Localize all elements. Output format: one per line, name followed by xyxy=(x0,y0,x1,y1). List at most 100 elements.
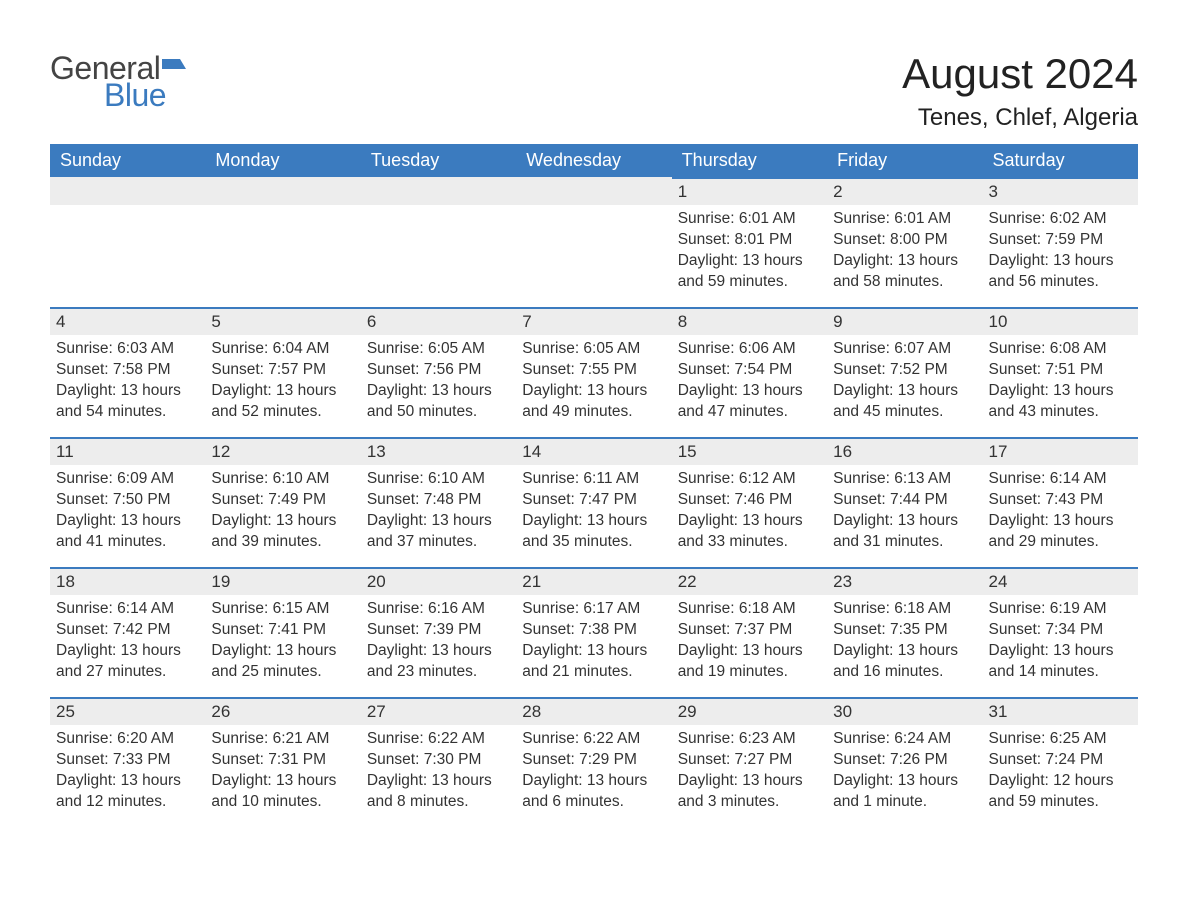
calendar-cell: 4 Sunrise: 6:03 AMSunset: 7:58 PMDaylight… xyxy=(50,307,205,437)
weekday-header: Wednesday xyxy=(516,144,671,177)
calendar-cell: 12Sunrise: 6:10 AMSunset: 7:49 PMDayligh… xyxy=(205,437,360,567)
weekday-header: Saturday xyxy=(983,144,1138,177)
day-info: Sunrise: 6:07 AMSunset: 7:52 PMDaylight:… xyxy=(833,339,976,423)
calendar-cell: 16 Sunrise: 6:13 AMSunset: 7:44 PMDayligh… xyxy=(827,437,982,567)
day-info: Sunrise: 6:01 AMSunset: 8:01 PMDaylight:… xyxy=(678,209,821,293)
day-info: Sunrise: 6:23 AMSunset: 7:27 PMDaylight:… xyxy=(678,729,821,813)
day-number: 29 xyxy=(672,697,827,725)
calendar-cell: 24 Sunrise: 6:19 AMSunset: 7:34 PMDayligh… xyxy=(983,567,1138,697)
day-info: Sunrise: 6:04 AMSunset: 7:57 PMDaylight:… xyxy=(211,339,354,423)
day-number: 25 xyxy=(50,697,205,725)
calendar-cell: 27 Sunrise: 6:22 AMSunset: 7:30 PMDayligh… xyxy=(361,697,516,827)
calendar-row: 11 Sunrise: 6:09 AMSunset: 7:50 PMDayligh… xyxy=(50,437,1138,567)
calendar-cell: 14Sunrise: 6:11 AMSunset: 7:47 PMDayligh… xyxy=(516,437,671,567)
calendar-cell: 25 Sunrise: 6:20 AMSunset: 7:33 PMDayligh… xyxy=(50,697,205,827)
day-info: Sunrise: 6:14 AMSunset: 7:42 PMDaylight:… xyxy=(56,599,199,683)
calendar-cell: 19 Sunrise: 6:15 AMSunset: 7:41 PMDayligh… xyxy=(205,567,360,697)
logo-text-blue: Blue xyxy=(104,77,166,114)
day-number: 16 xyxy=(827,437,982,465)
calendar-cell: 20Sunrise: 6:16 AMSunset: 7:39 PMDayligh… xyxy=(361,567,516,697)
calendar-cell: 21Sunrise: 6:17 AMSunset: 7:38 PMDayligh… xyxy=(516,567,671,697)
day-info: Sunrise: 6:18 AMSunset: 7:37 PMDaylight:… xyxy=(678,599,821,683)
calendar-table: SundayMondayTuesdayWednesdayThursdayFrid… xyxy=(50,144,1138,827)
day-number: 18 xyxy=(50,567,205,595)
calendar-cell: 3Sunrise: 6:02 AMSunset: 7:59 PMDaylight… xyxy=(983,177,1138,307)
day-info: Sunrise: 6:18 AMSunset: 7:35 PMDaylight:… xyxy=(833,599,976,683)
header: General Blue August 2024 Tenes, Chlef, A… xyxy=(50,50,1138,132)
day-number: 24 xyxy=(983,567,1138,595)
day-info: Sunrise: 6:09 AMSunset: 7:50 PMDaylight:… xyxy=(56,469,199,553)
day-info: Sunrise: 6:22 AMSunset: 7:29 PMDaylight:… xyxy=(522,729,665,813)
day-number: 27 xyxy=(361,697,516,725)
day-info: Sunrise: 6:02 AMSunset: 7:59 PMDaylight:… xyxy=(989,209,1132,293)
day-info: Sunrise: 6:13 AMSunset: 7:44 PMDaylight:… xyxy=(833,469,976,553)
calendar-cell: 17Sunrise: 6:14 AMSunset: 7:43 PMDayligh… xyxy=(983,437,1138,567)
calendar-cell: 7Sunrise: 6:05 AMSunset: 7:55 PMDaylight… xyxy=(516,307,671,437)
day-number: 4 xyxy=(50,307,205,335)
day-number: 10 xyxy=(983,307,1138,335)
day-number: 11 xyxy=(50,437,205,465)
day-number: 5 xyxy=(205,307,360,335)
day-info: Sunrise: 6:10 AMSunset: 7:49 PMDaylight:… xyxy=(211,469,354,553)
calendar-cell xyxy=(205,177,360,307)
calendar-cell: 15Sunrise: 6:12 AMSunset: 7:46 PMDayligh… xyxy=(672,437,827,567)
month-title: August 2024 xyxy=(902,50,1138,98)
day-number: 28 xyxy=(516,697,671,725)
weekday-header: Tuesday xyxy=(361,144,516,177)
calendar-cell: 28 Sunrise: 6:22 AMSunset: 7:29 PMDayligh… xyxy=(516,697,671,827)
calendar-body: 1 Sunrise: 6:01 AMSunset: 8:01 PMDaylight… xyxy=(50,177,1138,827)
calendar-row: 18 Sunrise: 6:14 AMSunset: 7:42 PMDayligh… xyxy=(50,567,1138,697)
day-number: 15 xyxy=(672,437,827,465)
empty-day-header xyxy=(361,177,516,205)
day-number: 1 xyxy=(672,177,827,205)
weekday-header: Thursday xyxy=(672,144,827,177)
day-info: Sunrise: 6:15 AMSunset: 7:41 PMDaylight:… xyxy=(211,599,354,683)
day-info: Sunrise: 6:25 AMSunset: 7:24 PMDaylight:… xyxy=(989,729,1132,813)
day-info: Sunrise: 6:19 AMSunset: 7:34 PMDaylight:… xyxy=(989,599,1132,683)
day-number: 30 xyxy=(827,697,982,725)
day-info: Sunrise: 6:21 AMSunset: 7:31 PMDaylight:… xyxy=(211,729,354,813)
day-number: 26 xyxy=(205,697,360,725)
day-number: 13 xyxy=(361,437,516,465)
day-info: Sunrise: 6:06 AMSunset: 7:54 PMDaylight:… xyxy=(678,339,821,423)
day-info: Sunrise: 6:24 AMSunset: 7:26 PMDaylight:… xyxy=(833,729,976,813)
weekday-header: Sunday xyxy=(50,144,205,177)
day-number: 21 xyxy=(516,567,671,595)
day-info: Sunrise: 6:03 AMSunset: 7:58 PMDaylight:… xyxy=(56,339,199,423)
calendar-cell xyxy=(50,177,205,307)
day-info: Sunrise: 6:16 AMSunset: 7:39 PMDaylight:… xyxy=(367,599,510,683)
calendar-cell: 11 Sunrise: 6:09 AMSunset: 7:50 PMDayligh… xyxy=(50,437,205,567)
calendar-cell: 22 Sunrise: 6:18 AMSunset: 7:37 PMDayligh… xyxy=(672,567,827,697)
day-number: 19 xyxy=(205,567,360,595)
empty-day-header xyxy=(516,177,671,205)
calendar-cell: 29 Sunrise: 6:23 AMSunset: 7:27 PMDayligh… xyxy=(672,697,827,827)
calendar-row: 4 Sunrise: 6:03 AMSunset: 7:58 PMDaylight… xyxy=(50,307,1138,437)
day-number: 31 xyxy=(983,697,1138,725)
calendar-row: 1 Sunrise: 6:01 AMSunset: 8:01 PMDaylight… xyxy=(50,177,1138,307)
day-number: 9 xyxy=(827,307,982,335)
calendar-cell: 6Sunrise: 6:05 AMSunset: 7:56 PMDaylight… xyxy=(361,307,516,437)
day-number: 2 xyxy=(827,177,982,205)
day-number: 17 xyxy=(983,437,1138,465)
title-block: August 2024 Tenes, Chlef, Algeria xyxy=(902,50,1138,132)
day-number: 23 xyxy=(827,567,982,595)
day-info: Sunrise: 6:22 AMSunset: 7:30 PMDaylight:… xyxy=(367,729,510,813)
calendar-cell: 8Sunrise: 6:06 AMSunset: 7:54 PMDaylight… xyxy=(672,307,827,437)
empty-day-header xyxy=(205,177,360,205)
calendar-cell: 13Sunrise: 6:10 AMSunset: 7:48 PMDayligh… xyxy=(361,437,516,567)
calendar-cell: 2Sunrise: 6:01 AMSunset: 8:00 PMDaylight… xyxy=(827,177,982,307)
calendar-cell: 30 Sunrise: 6:24 AMSunset: 7:26 PMDayligh… xyxy=(827,697,982,827)
day-number: 7 xyxy=(516,307,671,335)
calendar-cell: 1 Sunrise: 6:01 AMSunset: 8:01 PMDaylight… xyxy=(672,177,827,307)
calendar-cell: 10 Sunrise: 6:08 AMSunset: 7:51 PMDayligh… xyxy=(983,307,1138,437)
calendar-cell: 31 Sunrise: 6:25 AMSunset: 7:24 PMDayligh… xyxy=(983,697,1138,827)
calendar-cell: 9 Sunrise: 6:07 AMSunset: 7:52 PMDaylight… xyxy=(827,307,982,437)
day-info: Sunrise: 6:08 AMSunset: 7:51 PMDaylight:… xyxy=(989,339,1132,423)
day-info: Sunrise: 6:20 AMSunset: 7:33 PMDaylight:… xyxy=(56,729,199,813)
calendar-cell: 26 Sunrise: 6:21 AMSunset: 7:31 PMDayligh… xyxy=(205,697,360,827)
day-number: 6 xyxy=(361,307,516,335)
day-number: 22 xyxy=(672,567,827,595)
location: Tenes, Chlef, Algeria xyxy=(902,104,1138,132)
day-info: Sunrise: 6:11 AMSunset: 7:47 PMDaylight:… xyxy=(522,469,665,553)
weekday-header: Friday xyxy=(827,144,982,177)
